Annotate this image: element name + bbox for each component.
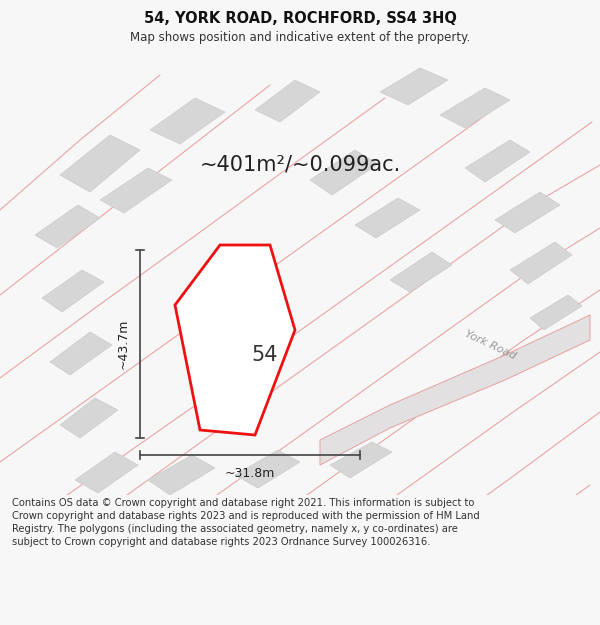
Polygon shape [60,135,140,192]
Polygon shape [100,168,172,213]
Polygon shape [255,80,320,122]
Polygon shape [330,442,392,478]
Polygon shape [320,315,590,465]
Text: 54: 54 [252,345,278,365]
Text: ~43.7m: ~43.7m [117,319,130,369]
Polygon shape [50,332,112,375]
Polygon shape [35,205,100,248]
Polygon shape [42,270,104,312]
Polygon shape [530,295,582,330]
Text: Map shows position and indicative extent of the property.: Map shows position and indicative extent… [130,31,470,44]
Polygon shape [510,242,572,284]
Text: York Road: York Road [463,329,517,361]
Polygon shape [440,88,510,128]
Text: ~401m²/~0.099ac.: ~401m²/~0.099ac. [199,155,401,175]
Text: ~31.8m: ~31.8m [225,467,275,480]
Polygon shape [150,98,225,144]
Polygon shape [380,68,448,105]
Polygon shape [60,398,118,438]
Polygon shape [355,198,420,238]
Polygon shape [148,455,215,495]
Text: Contains OS data © Crown copyright and database right 2021. This information is : Contains OS data © Crown copyright and d… [12,498,480,547]
Polygon shape [495,192,560,233]
Polygon shape [310,150,378,195]
Text: 54, YORK ROAD, ROCHFORD, SS4 3HQ: 54, YORK ROAD, ROCHFORD, SS4 3HQ [143,11,457,26]
Polygon shape [75,452,138,493]
Polygon shape [235,450,300,488]
Polygon shape [465,140,530,182]
Polygon shape [390,252,452,292]
Polygon shape [175,245,295,435]
